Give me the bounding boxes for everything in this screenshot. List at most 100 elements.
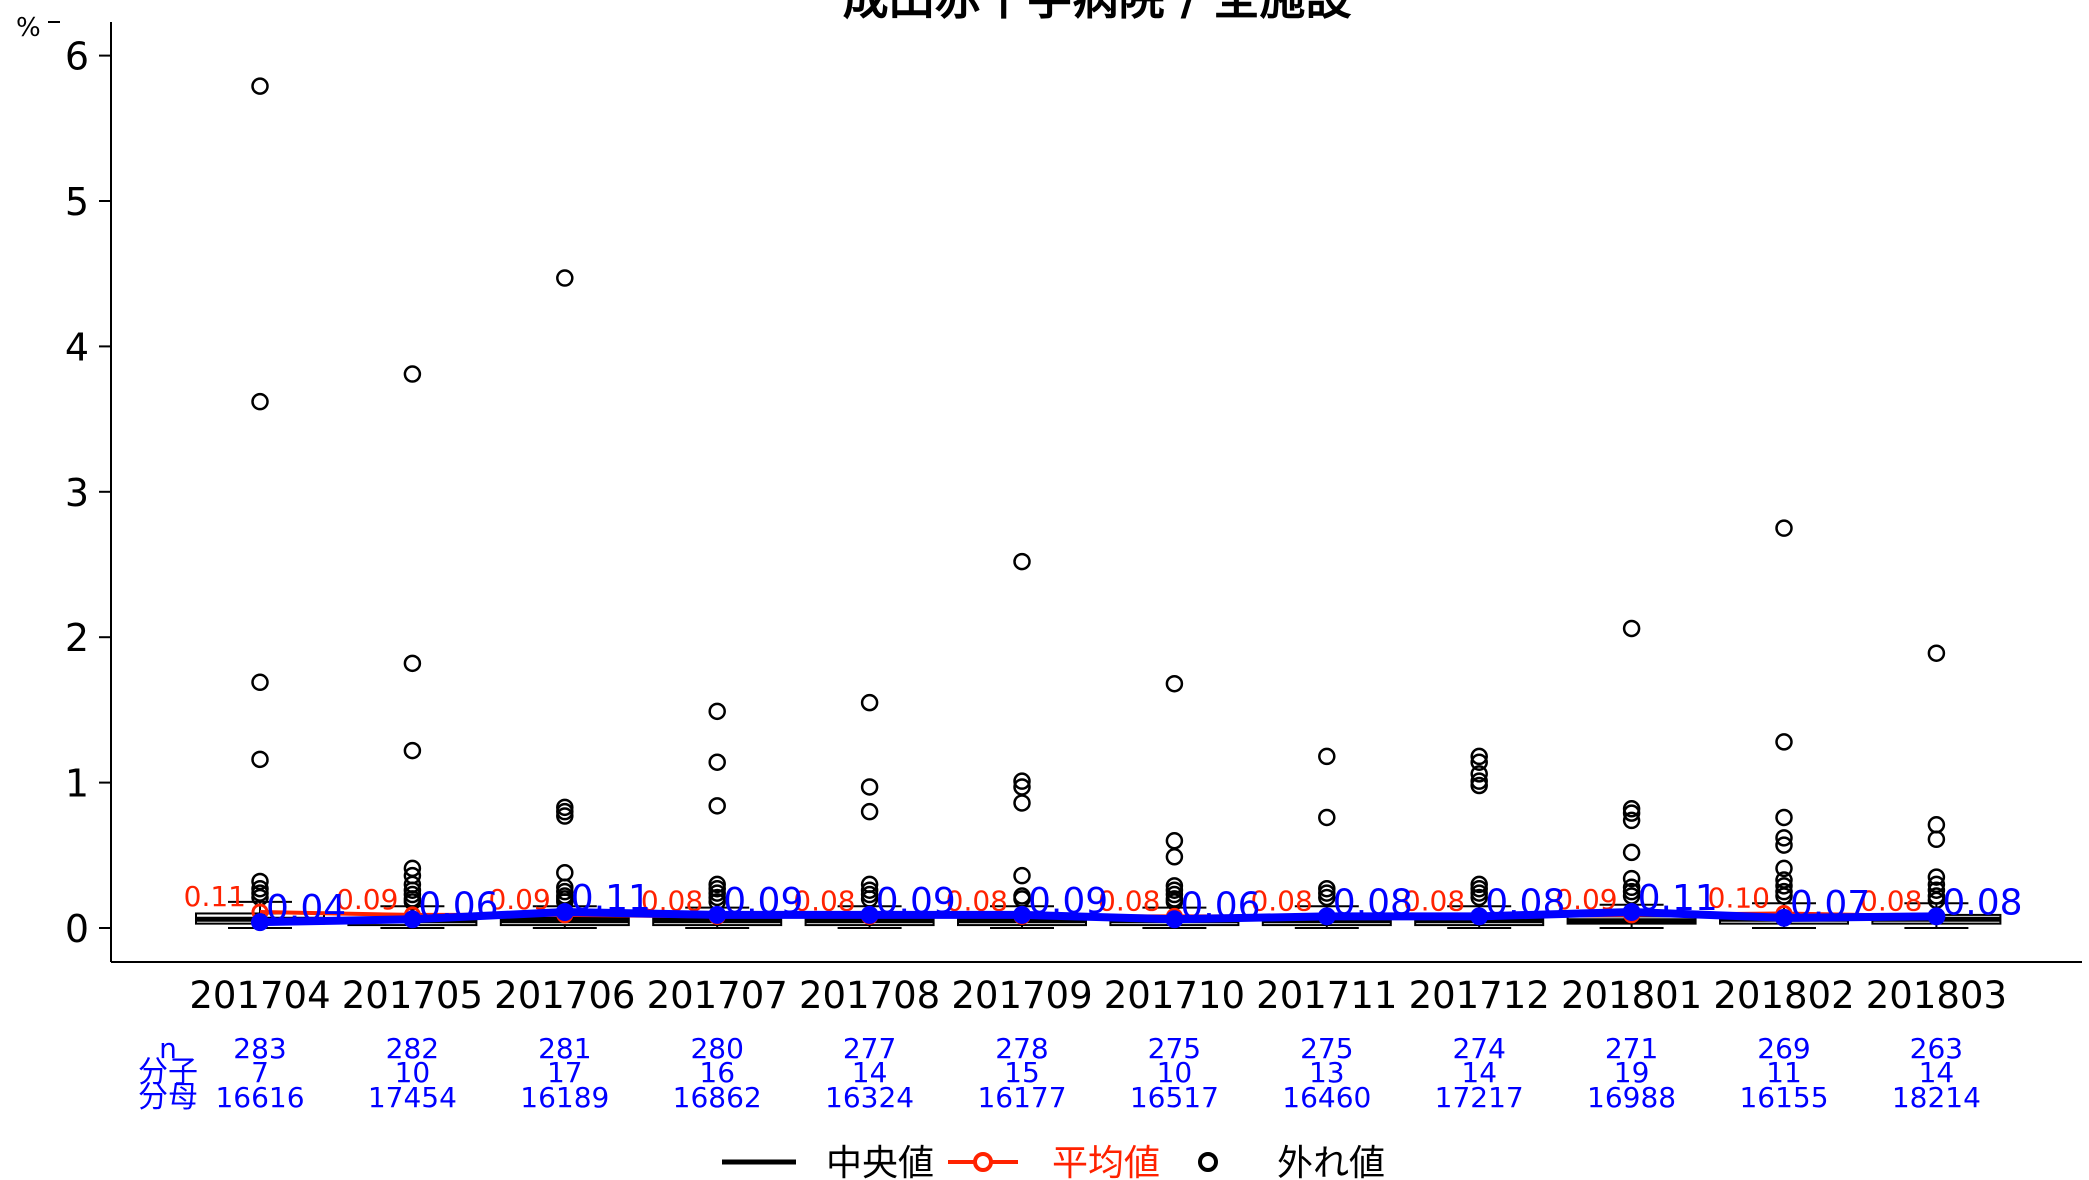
boxplots [195, 77, 2002, 929]
hospital-label: 0.07 [1790, 884, 1870, 925]
outlier-point [1775, 859, 1793, 878]
table-n-value: 283 [233, 1032, 286, 1065]
boxplot-201802 [1719, 519, 1849, 929]
table-n-value: 281 [538, 1032, 591, 1065]
outlier-point [1622, 619, 1641, 638]
hospital-label: 0.09 [876, 881, 956, 922]
hospital-line [259, 908, 1937, 927]
table-n-value: 274 [1452, 1032, 1505, 1065]
x-tick-label: 201705 [342, 974, 483, 1017]
table-denominator-value: 16189 [520, 1081, 609, 1114]
y-tick-label: 0 [65, 907, 89, 951]
mean-label: 0.08 [1860, 884, 1922, 917]
table-numerator-value: 10 [1157, 1056, 1193, 1089]
hospital-label: 0.08 [1942, 882, 2022, 923]
y-axis-unit: % [16, 13, 41, 43]
hospital-point [1622, 903, 1641, 922]
table-denominator-value: 16324 [825, 1081, 914, 1114]
outlier-point [1013, 794, 1031, 812]
outlier-point [708, 753, 726, 771]
axes: 0 1 2 3 4 5 6 [48, 21, 2082, 963]
table-denominator-value: 16988 [1587, 1081, 1676, 1114]
outlier-point [1318, 808, 1336, 827]
outlier-point [860, 802, 879, 821]
outlier-point [708, 702, 726, 721]
y-tick-label: 6 [65, 35, 89, 79]
outlier-point [1622, 843, 1641, 862]
hospital-label: 0.06 [418, 885, 498, 926]
table-n-value: 271 [1605, 1032, 1658, 1065]
boxplot-201709 [957, 552, 1087, 929]
table-numerator-value: 11 [1766, 1056, 1802, 1089]
hospital-point [403, 910, 422, 929]
x-tick-label: 201706 [494, 974, 635, 1017]
outlier-point [556, 269, 574, 287]
outlier-point [1470, 747, 1488, 766]
x-tick-labels: 201704 201705 201706 201707 201708 201709 2017… [189, 974, 2007, 1017]
outlier-point [1927, 644, 1946, 662]
boxplot-201704 [195, 77, 325, 929]
hospital-label: 0.11 [571, 878, 651, 919]
outlier-point [403, 741, 422, 760]
legend-mean-marker [973, 1152, 993, 1172]
y-tick-label: 2 [65, 616, 89, 660]
y-tick-label: 1 [65, 762, 89, 806]
table-denominator-value: 17217 [1435, 1081, 1524, 1114]
table-numerator-value: 14 [1919, 1056, 1955, 1089]
outlier-point [1775, 836, 1793, 854]
table-numerator-value: 15 [1004, 1056, 1040, 1089]
hospital-label: 0.08 [1485, 882, 1565, 923]
table-denominator-value: 16177 [977, 1081, 1066, 1114]
outlier-point [251, 673, 269, 692]
y-tick-label: 5 [65, 180, 89, 224]
x-tick-label: 201803 [1866, 974, 2007, 1017]
x-tick-label: 201801 [1561, 974, 1702, 1017]
table-n-value: 278 [995, 1032, 1048, 1065]
table-row-label: 分母 [138, 1080, 198, 1115]
x-tick-label: 201802 [1713, 974, 1854, 1017]
boxplot-201706 [499, 269, 630, 929]
outlier-point [1927, 830, 1946, 849]
table-numerator-value: 17 [547, 1056, 583, 1089]
hospital-point [1775, 908, 1793, 927]
outlier-point [556, 807, 574, 825]
outlier-point [1013, 866, 1031, 885]
outlier-point [860, 778, 879, 796]
outlier-point [1013, 552, 1031, 571]
mean-label: 0.10 [1708, 881, 1770, 914]
hospital-label: 0.08 [1333, 882, 1413, 923]
outlier-point [251, 392, 269, 411]
hospital-label: 0.11 [1638, 878, 1718, 919]
y-tick-label: 4 [65, 325, 89, 369]
outlier-point [1165, 674, 1184, 693]
legend-mean-label: 平均値 [1052, 1143, 1160, 1180]
hospital-label: 0.09 [723, 881, 803, 922]
count-table: n分子分母28371661628210174542811716189280161… [138, 1032, 1981, 1115]
x-tick-label: 201704 [189, 974, 330, 1017]
outlier-point [1622, 804, 1641, 822]
outlier-point [1775, 519, 1793, 537]
table-n-value: 282 [386, 1032, 439, 1065]
y-tick-label: 3 [65, 471, 89, 515]
hospital-point [555, 903, 574, 922]
outlier-point [1470, 765, 1488, 783]
hospital-point [1470, 907, 1489, 926]
x-tick-label: 201711 [1256, 974, 1397, 1017]
outlier-point [1775, 808, 1793, 827]
table-n-value: 263 [1910, 1032, 1963, 1065]
outlier-point [1622, 811, 1641, 830]
table-denominator-value: 16616 [215, 1081, 304, 1114]
hospital-point [251, 913, 269, 932]
outlier-point [1775, 887, 1793, 905]
outlier-point [1318, 888, 1336, 907]
table-numerator-value: 16 [699, 1056, 735, 1089]
table-numerator-value: 14 [852, 1056, 888, 1089]
table-denominator-value: 17454 [368, 1081, 457, 1114]
outlier-point [1165, 832, 1184, 850]
hospital-point [1165, 910, 1184, 929]
outlier-point [860, 693, 879, 712]
outlier-point [403, 654, 422, 673]
x-tick-label: 201707 [647, 974, 788, 1017]
x-tick-label: 201712 [1409, 974, 1550, 1017]
